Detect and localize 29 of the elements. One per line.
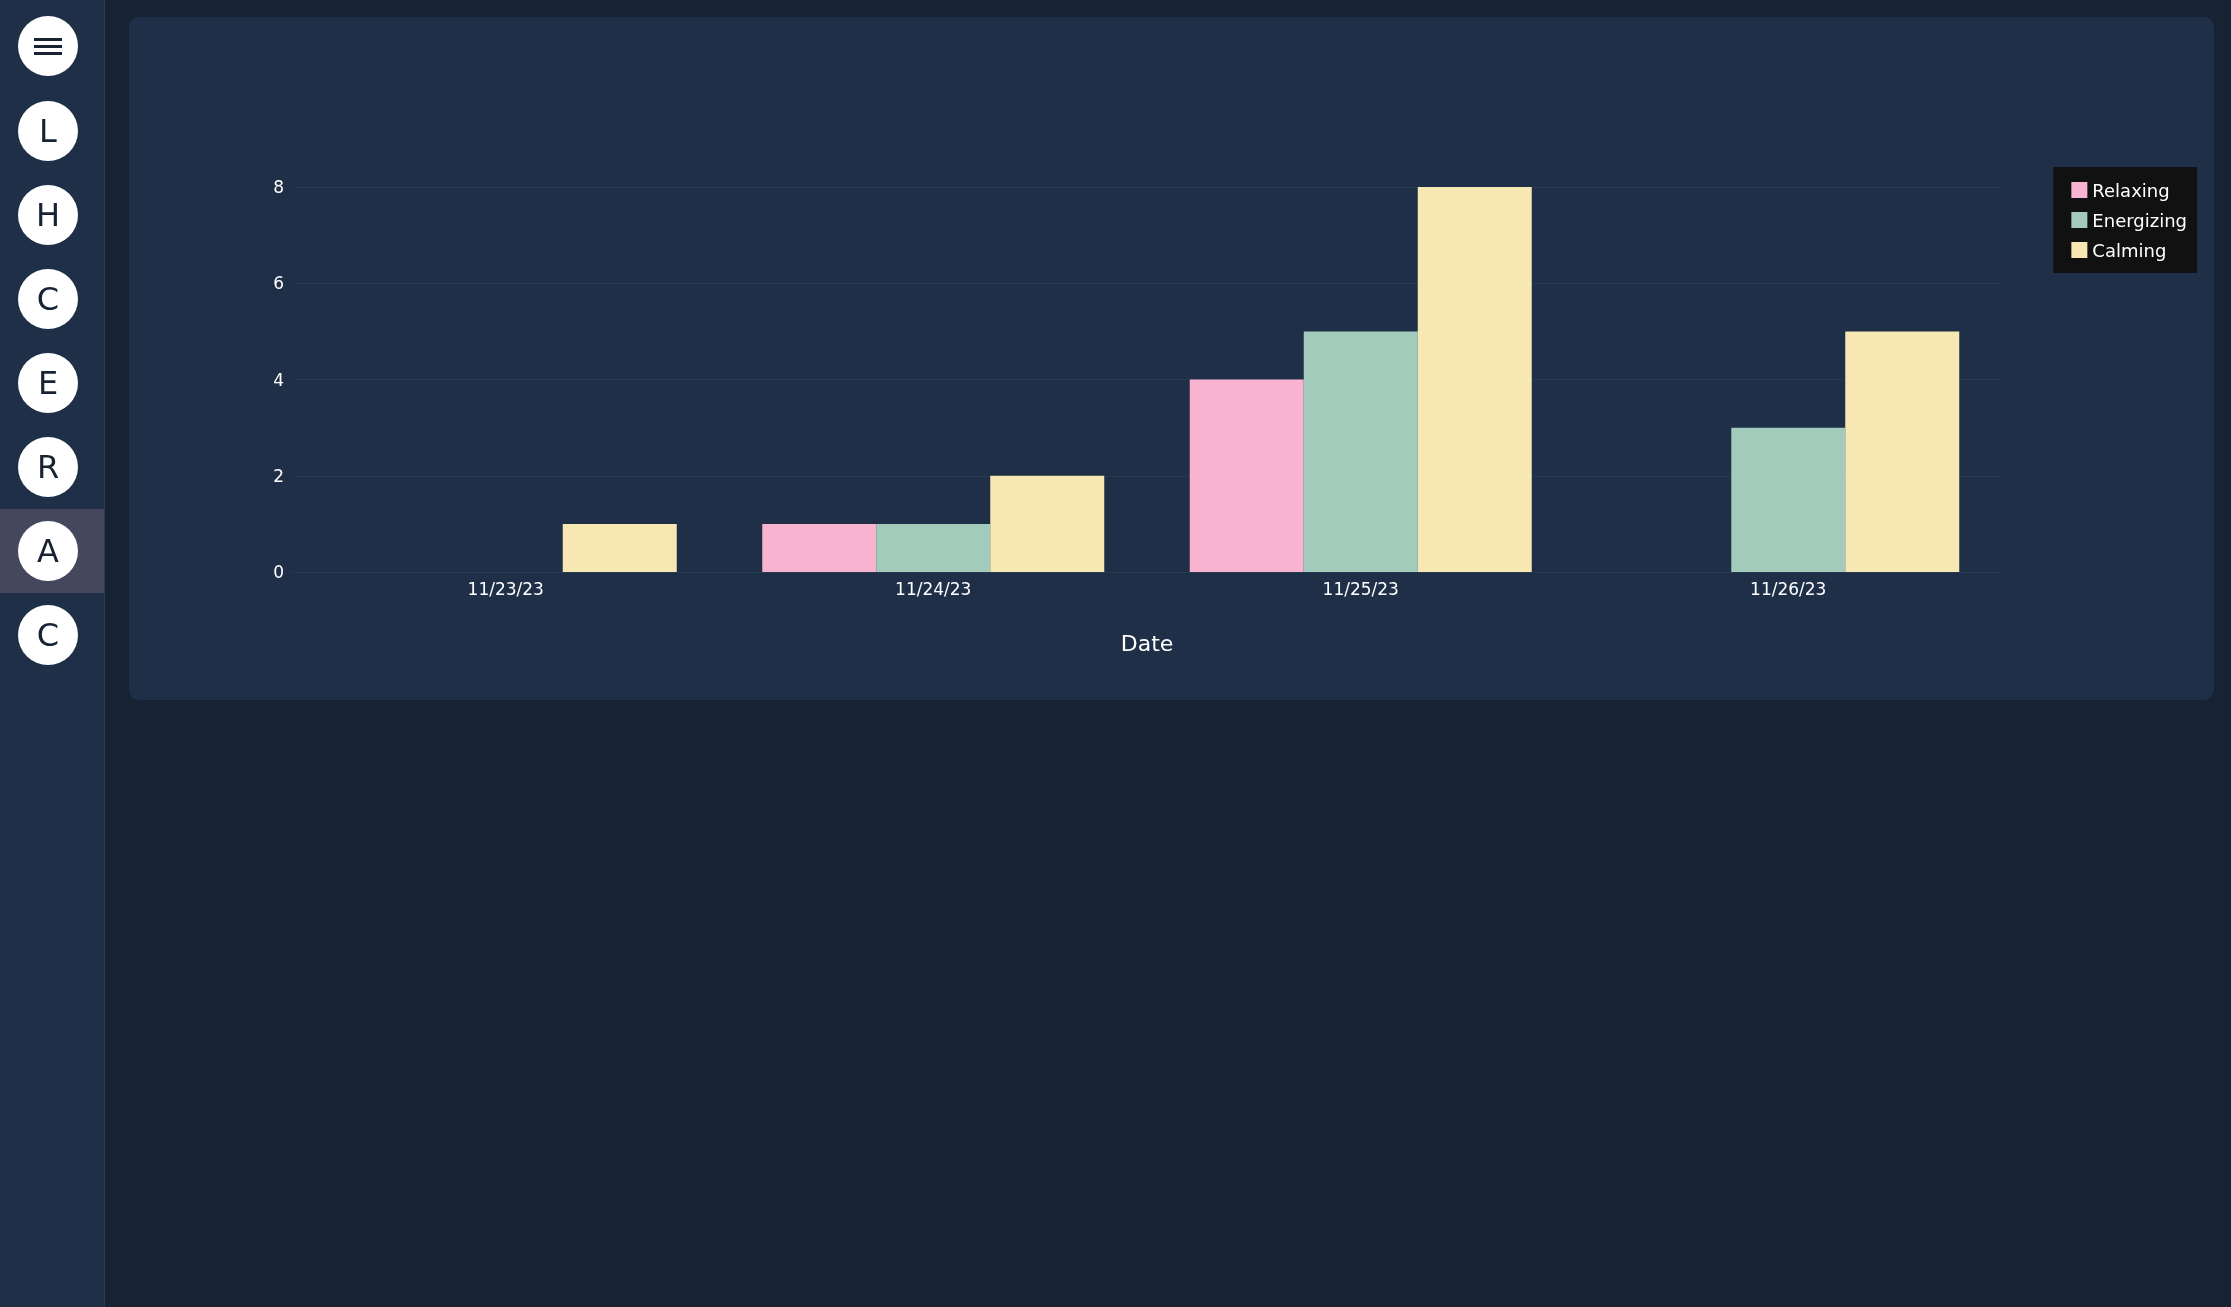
y-tick-label: 6 bbox=[273, 273, 284, 294]
bar bbox=[990, 475, 1105, 572]
bar bbox=[1189, 379, 1304, 572]
text: H bbox=[18, 185, 78, 245]
text: L bbox=[18, 101, 78, 161]
bar bbox=[876, 523, 991, 572]
bar bbox=[762, 523, 877, 572]
text: C bbox=[18, 269, 78, 329]
x-tick-label: 11/23/23 bbox=[467, 578, 544, 599]
text: C bbox=[18, 605, 78, 665]
x-tick-label: 11/25/23 bbox=[1322, 578, 1399, 599]
text: E bbox=[18, 353, 78, 413]
x-tick-label: 11/26/23 bbox=[1750, 578, 1827, 599]
y-tick-label: 8 bbox=[273, 177, 284, 197]
legend-label: Relaxing bbox=[2092, 179, 2170, 201]
y-tick-label: 0 bbox=[273, 562, 284, 582]
text: R bbox=[18, 437, 78, 497]
text: A bbox=[18, 521, 78, 581]
legend-label: Calming bbox=[2092, 239, 2167, 261]
y-tick-label: 4 bbox=[273, 369, 284, 390]
bar bbox=[562, 523, 677, 572]
bar bbox=[1303, 331, 1418, 572]
x-axis-title: Date bbox=[1120, 630, 1174, 656]
legend-label: Energizing bbox=[2092, 209, 2188, 231]
bar bbox=[1731, 427, 1846, 572]
bar bbox=[1417, 187, 1532, 572]
x-tick-label: 11/24/23 bbox=[895, 578, 972, 599]
bar bbox=[1845, 331, 1960, 572]
y-tick-label: 2 bbox=[273, 465, 284, 486]
